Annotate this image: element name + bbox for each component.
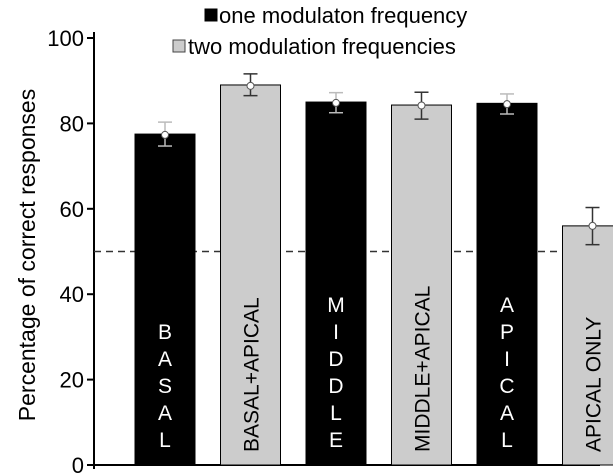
bar — [134, 133, 196, 466]
legend-label-two: two modulation frequencies — [188, 34, 456, 59]
y-tick-label: 0 — [72, 453, 84, 473]
bar — [305, 101, 367, 466]
y-tick-label: 20 — [60, 368, 84, 393]
bar — [562, 225, 613, 466]
legend-swatch-two — [172, 39, 186, 53]
y-tick-label: 60 — [60, 197, 84, 222]
bar-label: APICAL ONLY — [583, 317, 606, 452]
mean-marker — [332, 98, 340, 107]
mean-marker — [246, 81, 255, 90]
y-tick-label: 100 — [47, 26, 84, 51]
y-axis-label: Percentage of correct responses — [14, 89, 40, 421]
bar — [220, 84, 281, 466]
mean-marker — [503, 100, 511, 109]
bar-label: BASAL+APICAL — [241, 297, 264, 452]
bar — [391, 104, 452, 466]
y-tick-label: 80 — [60, 111, 84, 136]
y-tick-label: 40 — [60, 282, 84, 307]
mean-marker — [588, 221, 597, 230]
legend: one modulaton frequency two modulation f… — [172, 3, 467, 59]
bar — [476, 102, 538, 466]
legend-swatch-one — [204, 8, 218, 22]
mean-marker — [417, 101, 426, 110]
bars: B A S A L BASAL+APICAL M I D D L E MIDDLE+APICAL A P I C… — [134, 73, 613, 466]
bar-label: MIDDLE+APICAL — [412, 286, 435, 452]
mean-marker — [161, 130, 169, 139]
legend-label-one: one modulaton frequency — [219, 3, 467, 28]
